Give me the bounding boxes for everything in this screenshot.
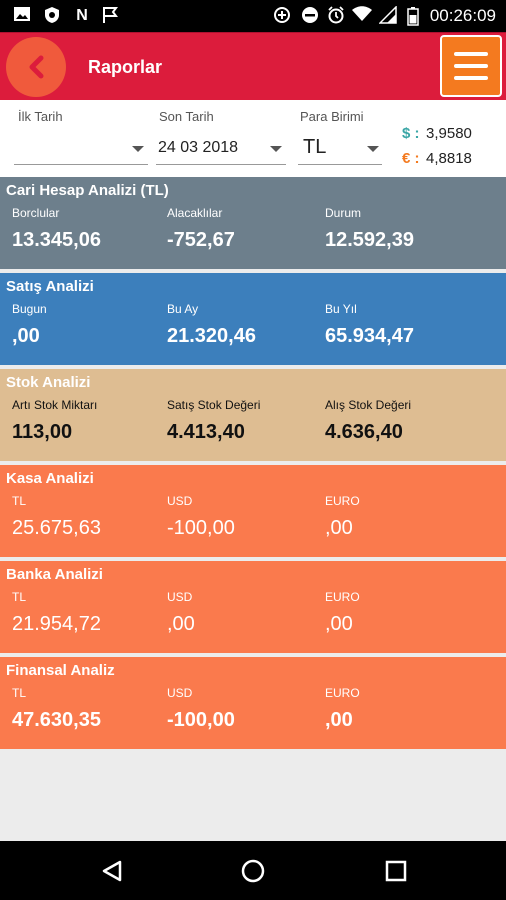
image-icon	[12, 6, 32, 26]
end-date-underline	[156, 164, 286, 165]
home-circle-icon[interactable]	[241, 859, 265, 883]
dollar-symbol: $ :	[402, 125, 420, 142]
menu-button[interactable]	[440, 35, 502, 97]
card-title: Cari Hesap Analizi (TL)	[6, 182, 169, 199]
euro-rate: € : 4,8818	[402, 150, 472, 167]
col-label: EURO	[325, 590, 360, 604]
flag-icon	[100, 6, 120, 26]
n-icon: N	[76, 7, 88, 24]
col-value: -100,00	[167, 517, 235, 539]
start-date-label: İlk Tarih	[18, 109, 63, 124]
card-kasa[interactable]: Kasa Analizi TL USD EURO 25.675,63 -100,…	[0, 465, 506, 557]
system-nav-bar	[0, 841, 506, 900]
chevron-left-icon	[29, 55, 44, 79]
battery-icon	[403, 6, 423, 26]
col-label: Alış Stok Değeri	[325, 398, 412, 412]
page-title: Raporlar	[88, 57, 163, 77]
col-label: USD	[167, 686, 193, 700]
euro-symbol: € :	[402, 150, 420, 167]
col-value: 113,00	[12, 421, 73, 443]
col-label: Artı Stok Miktarı	[12, 398, 98, 412]
app-bar: Raporlar	[0, 32, 506, 100]
col-value: -752,67	[167, 229, 235, 251]
hamburger-line	[454, 64, 488, 68]
card-stok[interactable]: Stok Analizi Artı Stok Miktarı Satış Sto…	[0, 369, 506, 461]
col-value: 65.934,47	[325, 325, 414, 347]
col-label: TL	[12, 686, 27, 700]
data-saver-icon	[272, 6, 292, 26]
do-not-disturb-icon	[300, 6, 320, 26]
col-label: Alacaklılar	[167, 206, 223, 220]
start-date-underline	[14, 164, 148, 165]
clock: 00:26:09	[429, 6, 496, 25]
col-value: 25.675,63	[12, 517, 101, 539]
back-triangle-icon[interactable]	[100, 859, 124, 883]
col-value: 12.592,39	[325, 229, 414, 251]
col-label: Durum	[325, 206, 362, 220]
currency-underline	[298, 164, 382, 165]
shield-icon	[42, 6, 62, 26]
col-label: EURO	[325, 686, 360, 700]
back-button[interactable]	[6, 37, 66, 97]
alarm-icon	[326, 6, 346, 26]
dropdown-arrow-icon	[270, 146, 282, 152]
usd-rate-value: 3,9580	[426, 125, 472, 142]
end-date-value: 24 03 2018	[158, 139, 239, 156]
euro-rate-value: 4,8818	[426, 150, 472, 167]
card-satis[interactable]: Satış Analizi Bugun Bu Ay Bu Yıl ,00 21.…	[0, 273, 506, 365]
col-label: Bu Ay	[167, 302, 199, 316]
card-banka[interactable]: Banka Analizi TL USD EURO 21.954,72 ,00 …	[0, 561, 506, 653]
hamburger-menu-icon	[454, 52, 488, 56]
dropdown-arrow-icon	[367, 146, 379, 152]
wifi-icon	[352, 6, 372, 26]
card-title: Banka Analizi	[6, 566, 103, 583]
signal-icon	[378, 5, 398, 26]
col-label: USD	[167, 494, 193, 508]
col-value: 13.345,06	[12, 229, 101, 251]
col-value: ,00	[325, 517, 353, 539]
col-value: 21.954,72	[12, 613, 101, 635]
col-value: ,00	[325, 709, 353, 731]
filter-panel: İlk Tarih Son Tarih 24 03 2018 Para Biri…	[0, 100, 506, 177]
card-cari-hesap[interactable]: Cari Hesap Analizi (TL) Borclular Alacak…	[0, 177, 506, 269]
hamburger-line	[454, 76, 488, 80]
currency-value: TL	[303, 136, 327, 158]
col-label: EURO	[325, 494, 360, 508]
col-label: Bugun	[12, 302, 47, 316]
card-title: Stok Analizi	[6, 374, 91, 391]
status-bar: N 00:26:09	[0, 0, 506, 32]
col-label: USD	[167, 590, 193, 604]
dropdown-arrow-icon	[132, 146, 144, 152]
col-value: -100,00	[167, 709, 235, 731]
card-finansal[interactable]: Finansal Analiz TL USD EURO 47.630,35 -1…	[0, 657, 506, 749]
col-label: TL	[12, 590, 27, 604]
col-value: 4.636,40	[325, 421, 403, 443]
col-value: ,00	[12, 325, 40, 347]
card-title: Satış Analizi	[6, 278, 94, 295]
col-value: ,00	[325, 613, 353, 635]
col-value: 21.320,46	[167, 325, 256, 347]
col-value: ,00	[167, 613, 195, 635]
recents-square-icon[interactable]	[385, 860, 407, 882]
card-title: Kasa Analizi	[6, 470, 94, 487]
end-date-label: Son Tarih	[159, 109, 214, 124]
col-value: 47.630,35	[12, 709, 101, 731]
col-value: 4.413,40	[167, 421, 245, 443]
card-title: Finansal Analiz	[6, 662, 115, 679]
currency-label: Para Birimi	[300, 109, 364, 124]
col-label: Bu Yıl	[325, 302, 357, 316]
col-label: Borclular	[12, 206, 60, 220]
col-label: Satış Stok Değeri	[167, 398, 261, 412]
usd-rate: $ : 3,9580	[402, 125, 472, 142]
col-label: TL	[12, 494, 27, 508]
